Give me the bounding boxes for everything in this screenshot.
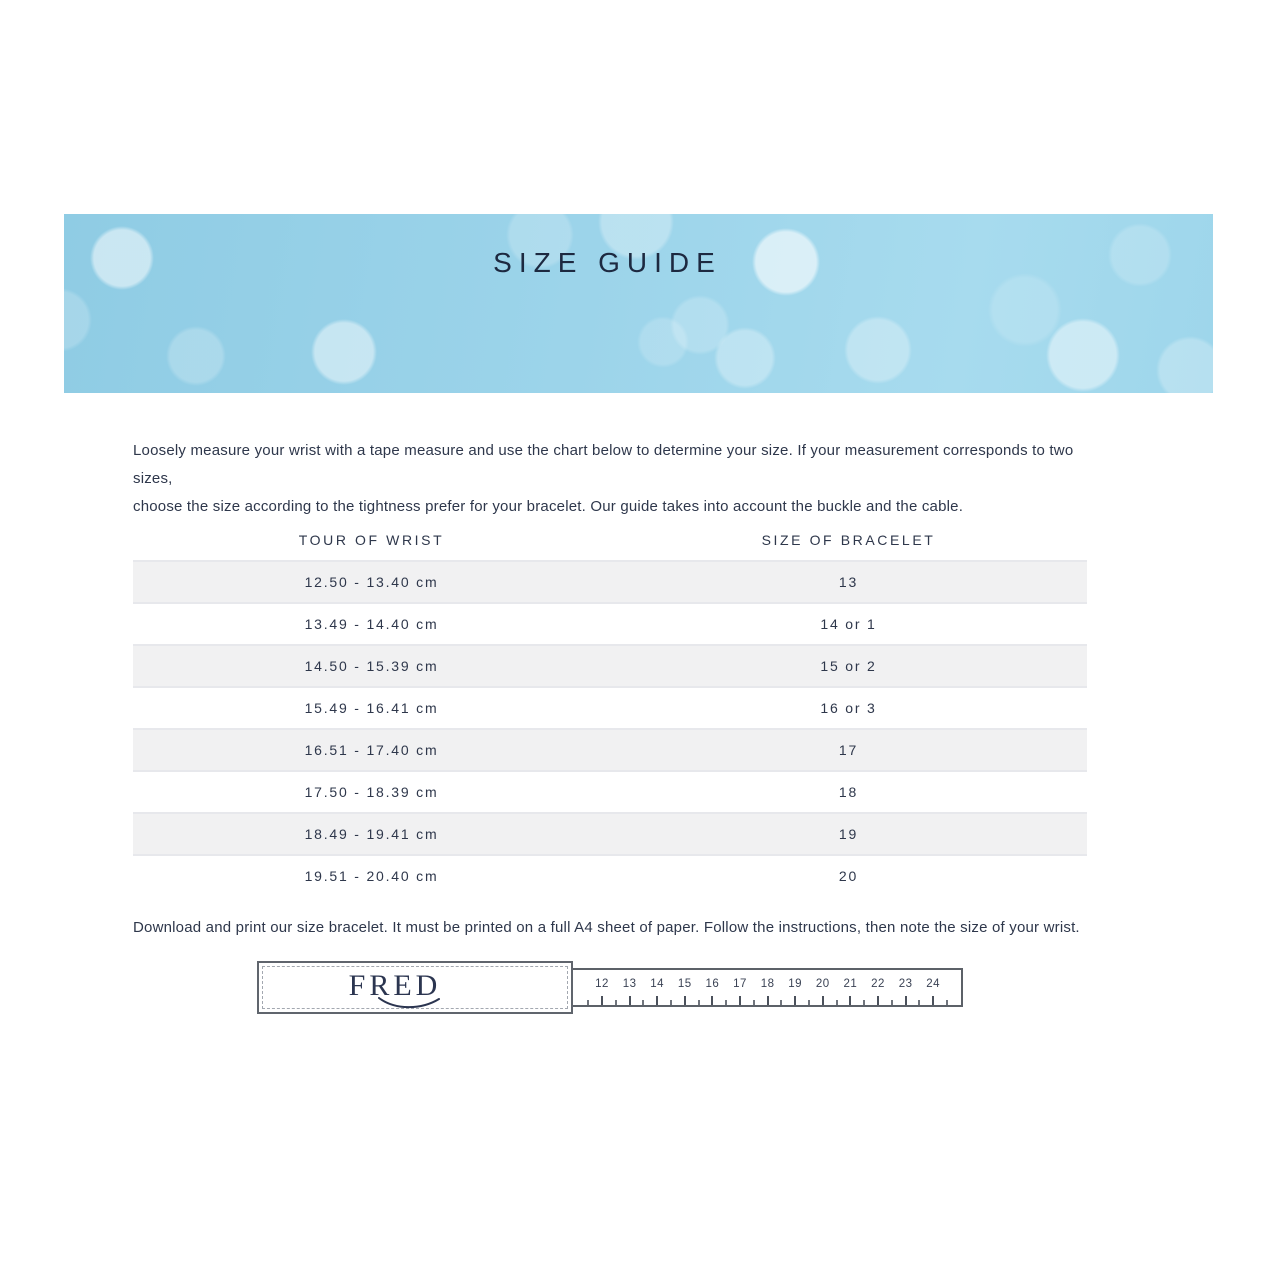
ruler-tick-major — [794, 996, 797, 1005]
ruler-number: 13 — [622, 978, 637, 990]
table-header-row: TOUR OF WRIST SIZE OF BRACELET — [133, 520, 1087, 560]
table-row: 15.49 - 16.41 cm 16 or 3 — [133, 686, 1087, 728]
ruler-tick-major — [601, 996, 603, 1005]
ruler-number: 21 — [843, 978, 858, 990]
ruler-tick-minor — [808, 1000, 810, 1005]
intro-text-line2: choose the size according to the tightne… — [133, 498, 964, 515]
wrist-range-cell: 14.50 - 15.39 cm — [304, 658, 439, 674]
ruler-number: 19 — [788, 978, 803, 990]
bracelet-size-cell: 20 — [838, 868, 859, 884]
ruler-number: 12 — [595, 978, 609, 990]
table-row: 13.49 - 14.40 cm 14 or 1 — [133, 602, 1087, 644]
table-body: 12.50 - 13.40 cm 13 13.49 - 14.40 cm 14 or … — [133, 560, 1087, 896]
bracelet-size-cell: 17 — [838, 742, 859, 758]
bracelet-size-cell: 13 — [838, 574, 859, 590]
ruler-number: 17 — [733, 978, 747, 990]
ruler-tick-major — [656, 996, 659, 1005]
ruler-number: 23 — [898, 978, 913, 990]
wrist-range-cell: 15.49 - 16.41 cm — [304, 700, 439, 716]
table-row: 16.51 - 17.40 cm 17 — [133, 728, 1087, 770]
ruler-tick-minor — [587, 1000, 590, 1005]
ruler-tick-minor — [835, 1000, 838, 1005]
page-title: SIZE GUIDE — [493, 247, 722, 278]
intro-text: Loosely measure your wrist with a tape m… — [133, 437, 1093, 521]
ruler-tick-major — [821, 996, 824, 1005]
ruler-number: 15 — [677, 978, 692, 990]
bracelet-size-cell: 15 or 2 — [820, 658, 877, 674]
table-row: 18.49 - 19.41 cm 19 — [133, 812, 1087, 854]
wrist-range-cell: 16.51 - 17.40 cm — [304, 742, 439, 758]
ruler-tick-minor — [863, 1000, 866, 1005]
ruler-number: 24 — [926, 978, 941, 990]
wrist-range-cell: 17.50 - 18.39 cm — [304, 784, 439, 800]
bracelet-size-cell: 14 or 1 — [820, 616, 877, 632]
ruler-number: 16 — [705, 978, 720, 990]
bracelet-size-cell: 16 or 3 — [820, 700, 877, 716]
fred-logo-swoosh — [378, 997, 440, 1009]
ruler-tick-major — [683, 996, 686, 1005]
column-header-tour-of-wrist: TOUR OF WRIST — [298, 532, 445, 548]
brand-box: FRED — [257, 961, 573, 1014]
ruler-tick-minor — [918, 1000, 921, 1005]
bracelet-size-cell: 18 — [838, 784, 859, 800]
ruler-tick-minor — [614, 1000, 617, 1005]
ruler-scale: 12 13 14 15 16 17 18 19 20 21 22 23 24 — [572, 970, 961, 1005]
ruler-tick-minor — [890, 1000, 893, 1005]
ruler-tick-major — [711, 996, 714, 1005]
ruler-number: 14 — [650, 978, 665, 990]
wrist-range-cell: 18.49 - 19.41 cm — [304, 826, 439, 842]
ruler-tick-major — [849, 996, 852, 1005]
wrist-range-cell: 12.50 - 13.40 cm — [304, 574, 439, 590]
column-header-size-of-bracelet: SIZE OF BRACELET — [761, 532, 936, 548]
intro-text-line1: Loosely measure your wrist with a tape m… — [133, 442, 1074, 487]
table-row: 19.51 - 20.40 cm 20 — [133, 854, 1087, 896]
ruler-band: 12 13 14 15 16 17 18 19 20 21 22 23 24 — [570, 968, 963, 1007]
ruler-tick-minor — [946, 1000, 948, 1005]
ruler-tick-major — [766, 996, 769, 1005]
ruler-number: 22 — [871, 978, 885, 990]
fred-logo: FRED — [348, 968, 442, 1002]
ruler-tick-minor — [697, 1000, 700, 1005]
wrist-range-cell: 19.51 - 20.40 cm — [304, 868, 439, 884]
table-row: 12.50 - 13.40 cm 13 — [133, 560, 1087, 602]
ruler-number: 18 — [760, 978, 775, 990]
wrist-range-cell: 13.49 - 14.40 cm — [304, 616, 439, 632]
ruler-tick-minor — [780, 1000, 783, 1005]
table-row: 14.50 - 15.39 cm 15 or 2 — [133, 644, 1087, 686]
ruler-tick-minor — [670, 1000, 672, 1005]
download-instructions: Download and print our size bracelet. It… — [133, 919, 1080, 936]
bracelet-size-cell: 19 — [838, 826, 859, 842]
ruler-tick-major — [877, 996, 879, 1005]
brand-box-inner-border: FRED — [262, 966, 568, 1009]
ruler-tick-minor — [752, 1000, 755, 1005]
ruler-tick-major — [628, 996, 631, 1005]
ruler-tick-major — [932, 996, 935, 1005]
ruler-tick-minor — [725, 1000, 728, 1005]
size-table: TOUR OF WRIST SIZE OF BRACELET 12.50 - 1… — [133, 520, 1087, 896]
ruler-tick-major — [904, 996, 907, 1005]
ruler-tick-major — [739, 996, 741, 1005]
table-row: 17.50 - 18.39 cm 18 — [133, 770, 1087, 812]
ruler-number: 20 — [815, 978, 830, 990]
ruler-tick-minor — [642, 1000, 645, 1005]
size-guide-banner: SIZE GUIDE — [64, 214, 1213, 393]
